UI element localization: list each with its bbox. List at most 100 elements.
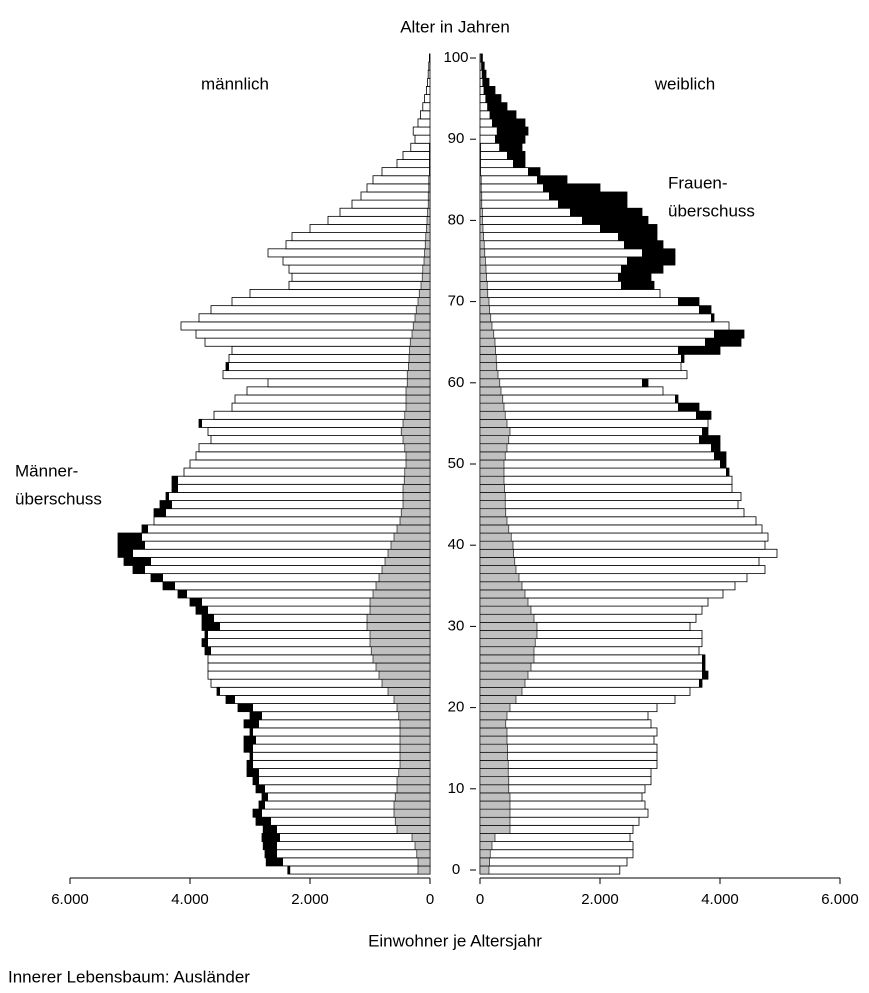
female-foreign-bar bbox=[479, 175, 482, 185]
male-surplus bbox=[205, 646, 211, 655]
female-surplus bbox=[711, 443, 720, 452]
female-bar bbox=[479, 459, 727, 469]
female-bar bbox=[479, 313, 715, 323]
female-bar bbox=[479, 370, 688, 380]
male-surplus bbox=[202, 638, 208, 647]
x-tick-label: 2.000 bbox=[291, 891, 329, 908]
male-bar bbox=[351, 199, 431, 209]
male-bar bbox=[428, 61, 431, 71]
male-foreign-bar bbox=[409, 337, 431, 347]
female-foreign-bar bbox=[479, 142, 481, 152]
male-bar bbox=[327, 215, 431, 225]
y-tick-label: 10 bbox=[448, 780, 465, 797]
male-foreign-bar bbox=[375, 581, 431, 591]
x-axis-title: Einwohner je Altersjahr bbox=[368, 931, 542, 950]
male-foreign-bar bbox=[423, 256, 431, 266]
male-foreign-bar bbox=[396, 524, 431, 534]
y-axis-title: Alter in Jahren bbox=[400, 17, 510, 36]
male-bar bbox=[231, 345, 431, 355]
female-foreign-bar bbox=[479, 419, 508, 428]
male-bar bbox=[267, 378, 431, 388]
male-surplus bbox=[172, 476, 178, 485]
male-surplus bbox=[205, 630, 208, 639]
female-foreign-bar bbox=[479, 199, 483, 209]
male-foreign-bar bbox=[424, 240, 431, 250]
male-foreign-bar bbox=[399, 751, 431, 761]
female-foreign-bar bbox=[479, 248, 486, 258]
y-tick-label: 0 bbox=[452, 861, 460, 878]
female-bar bbox=[479, 849, 634, 859]
female-foreign-bar bbox=[479, 565, 517, 574]
female-surplus bbox=[699, 679, 702, 688]
female-surplus bbox=[499, 143, 522, 152]
male-bar bbox=[366, 183, 431, 193]
male-surplus bbox=[199, 419, 202, 428]
male-surplus bbox=[142, 524, 148, 534]
male-foreign-bar bbox=[393, 695, 431, 704]
male-foreign-bar bbox=[369, 597, 431, 607]
male-foreign-bar bbox=[387, 686, 431, 696]
male-foreign-bar bbox=[372, 589, 431, 599]
female-bar bbox=[479, 483, 733, 493]
male-bar bbox=[419, 110, 431, 120]
female-foreign-bar bbox=[479, 849, 491, 859]
male-foreign-bar bbox=[381, 678, 431, 688]
male-surplus bbox=[266, 857, 283, 866]
male-bar bbox=[291, 272, 431, 282]
female-foreign-bar bbox=[479, 467, 505, 477]
male-foreign-bar bbox=[375, 662, 431, 672]
male-foreign-bar bbox=[400, 427, 431, 436]
female-surplus bbox=[558, 200, 627, 209]
male-surplus bbox=[238, 703, 253, 712]
female-bar bbox=[479, 427, 709, 436]
male-surplus bbox=[133, 565, 145, 574]
male-foreign-bar bbox=[400, 508, 431, 518]
male-bar bbox=[195, 329, 431, 339]
female-foreign-bar bbox=[479, 703, 511, 712]
male-surplus bbox=[244, 736, 256, 745]
male-surplus bbox=[250, 727, 253, 737]
female-foreign-bar bbox=[479, 183, 482, 193]
male-foreign-bar bbox=[427, 207, 431, 217]
female-foreign-bar bbox=[479, 386, 502, 396]
y-tick-label: 60 bbox=[448, 374, 465, 391]
male-bar bbox=[425, 86, 431, 95]
female-foreign-bar bbox=[479, 240, 485, 250]
female-surplus bbox=[699, 305, 711, 314]
male-bar bbox=[309, 224, 431, 233]
male-surplus bbox=[202, 622, 220, 631]
female-foreign-bar bbox=[479, 492, 506, 501]
female-foreign-bar bbox=[479, 760, 509, 769]
male-foreign-bar bbox=[370, 646, 431, 656]
male-surplus bbox=[250, 711, 262, 720]
male-foreign-bar bbox=[399, 760, 431, 769]
male-foreign-bar bbox=[404, 443, 431, 453]
male-foreign-bar bbox=[429, 142, 431, 152]
female-bar bbox=[479, 289, 661, 298]
male-bar bbox=[427, 69, 431, 79]
female-surplus bbox=[543, 183, 600, 192]
female-foreign-bar bbox=[479, 654, 535, 664]
female-bar bbox=[479, 865, 621, 875]
female-foreign-bar bbox=[479, 622, 538, 631]
male-foreign-bar bbox=[405, 451, 431, 461]
male-foreign-bar bbox=[396, 776, 431, 786]
female-surplus bbox=[714, 330, 744, 339]
female-bar bbox=[479, 378, 649, 388]
male-surplus bbox=[253, 809, 262, 818]
male-foreign-bar bbox=[369, 630, 431, 639]
female-foreign-bar bbox=[479, 402, 505, 412]
male-bar bbox=[427, 77, 431, 87]
female-foreign-bar bbox=[479, 443, 508, 453]
female-foreign-bar bbox=[479, 280, 488, 290]
male-foreign-bar bbox=[426, 224, 431, 233]
male-surplus bbox=[226, 695, 235, 704]
female-foreign-bar bbox=[479, 524, 510, 534]
footnote: Innerer Lebensbaum: Ausländer bbox=[8, 967, 250, 986]
female-bar bbox=[479, 362, 682, 372]
female-surplus bbox=[513, 159, 525, 168]
female-surplus bbox=[681, 354, 684, 363]
male-foreign-bar bbox=[393, 532, 431, 542]
male-bar bbox=[117, 532, 431, 542]
